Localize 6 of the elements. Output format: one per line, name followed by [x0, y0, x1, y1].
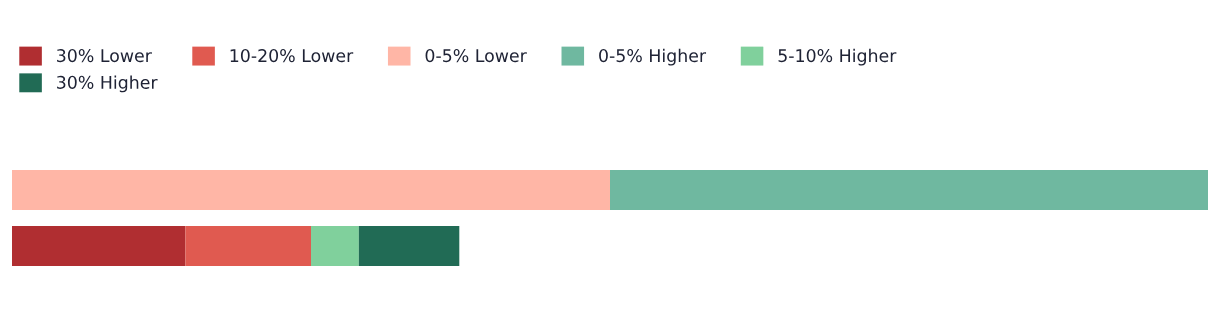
legend-label: 5-10% Higher [778, 48, 897, 66]
legend-label: 30% Lower [57, 49, 152, 63]
legend-label: 0-5% Lower [425, 49, 527, 63]
legend-label: 10-20% Lower [230, 49, 354, 63]
legend-label: 30% Higher [57, 75, 158, 93]
legend-label: 0-5% Higher [599, 48, 707, 66]
